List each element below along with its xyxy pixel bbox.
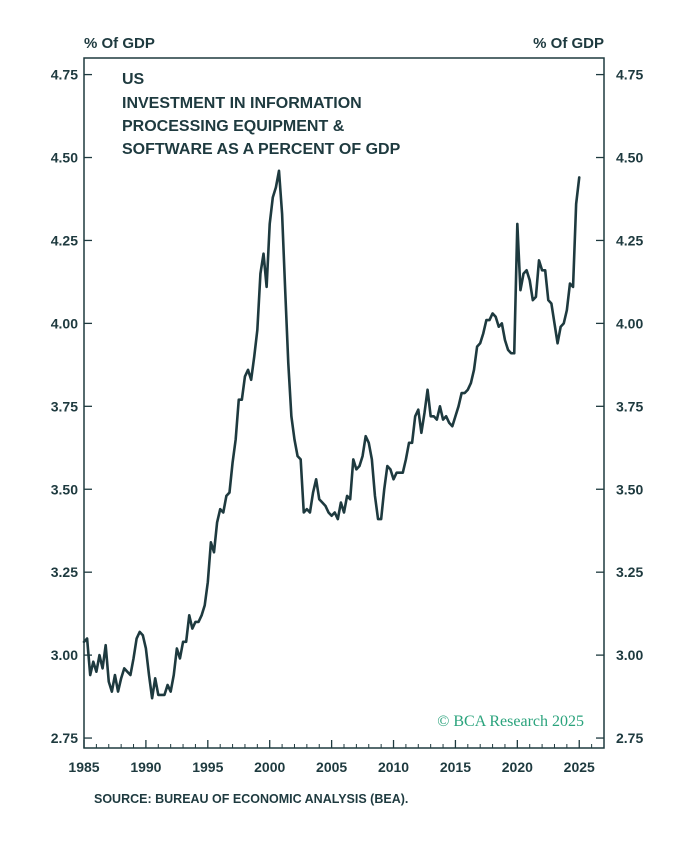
y-tick-label-right: 4.25: [616, 232, 643, 248]
x-tick-label: 2015: [440, 759, 471, 775]
x-tick-label: 1995: [192, 759, 223, 775]
y-tick-label-left: 3.75: [51, 398, 78, 414]
y-tick-label-left: 3.00: [51, 647, 78, 663]
axis-ticks: [83, 73, 605, 748]
source-note: SOURCE: BUREAU OF ECONOMIC ANALYSIS (BEA…: [94, 792, 408, 806]
y-unit-right: % Of GDP: [533, 35, 604, 52]
axis-tick-labels: 4.75 4.75 4.50 4.50 4.25 4.25 4.00 4.00 3.75 3.75…: [51, 67, 644, 775]
y-tick-label-right: 4.50: [616, 150, 643, 166]
x-tick-label: 1990: [130, 759, 161, 775]
y-tick-label-left: 4.75: [51, 67, 78, 83]
y-tick-label-right: 4.00: [616, 315, 643, 331]
y-tick-label-left: 3.25: [51, 564, 78, 580]
x-tick-label: 2005: [316, 759, 347, 775]
series-group: [82, 169, 581, 700]
y-tick-label-right: 3.00: [616, 647, 643, 663]
x-tick-label: 2010: [378, 759, 409, 775]
chart-title-line-2: INVESTMENT IN INFORMATION: [122, 95, 362, 112]
chart-title-line-3: PROCESSING EQUIPMENT &: [122, 118, 345, 135]
x-tick-label: 1985: [68, 759, 99, 775]
y-tick-label-right: 2.75: [616, 730, 643, 746]
y-tick-label-left: 4.50: [51, 150, 78, 166]
y-tick-label-right: 3.25: [616, 564, 643, 580]
series-line: [82, 169, 581, 700]
chart-title-line-4: SOFTWARE AS A PERCENT OF GDP: [122, 141, 401, 158]
y-tick-label-right: 4.75: [616, 67, 643, 83]
y-tick-label-left: 4.25: [51, 232, 78, 248]
y-tick-label-right: 3.50: [616, 481, 643, 497]
y-unit-left: % Of GDP: [84, 35, 155, 52]
chart-title-line-1: US: [122, 71, 145, 88]
x-tick-label: 2020: [502, 759, 533, 775]
y-tick-label-left: 3.50: [51, 481, 78, 497]
x-tick-label: 2025: [564, 759, 595, 775]
y-tick-label-right: 3.75: [616, 398, 643, 414]
x-tick-label: 2000: [254, 759, 285, 775]
y-tick-label-left: 2.75: [51, 730, 78, 746]
plot-frame: [83, 57, 605, 749]
bca-watermark: © BCA Research 2025: [437, 713, 584, 730]
y-tick-label-left: 4.00: [51, 315, 78, 331]
